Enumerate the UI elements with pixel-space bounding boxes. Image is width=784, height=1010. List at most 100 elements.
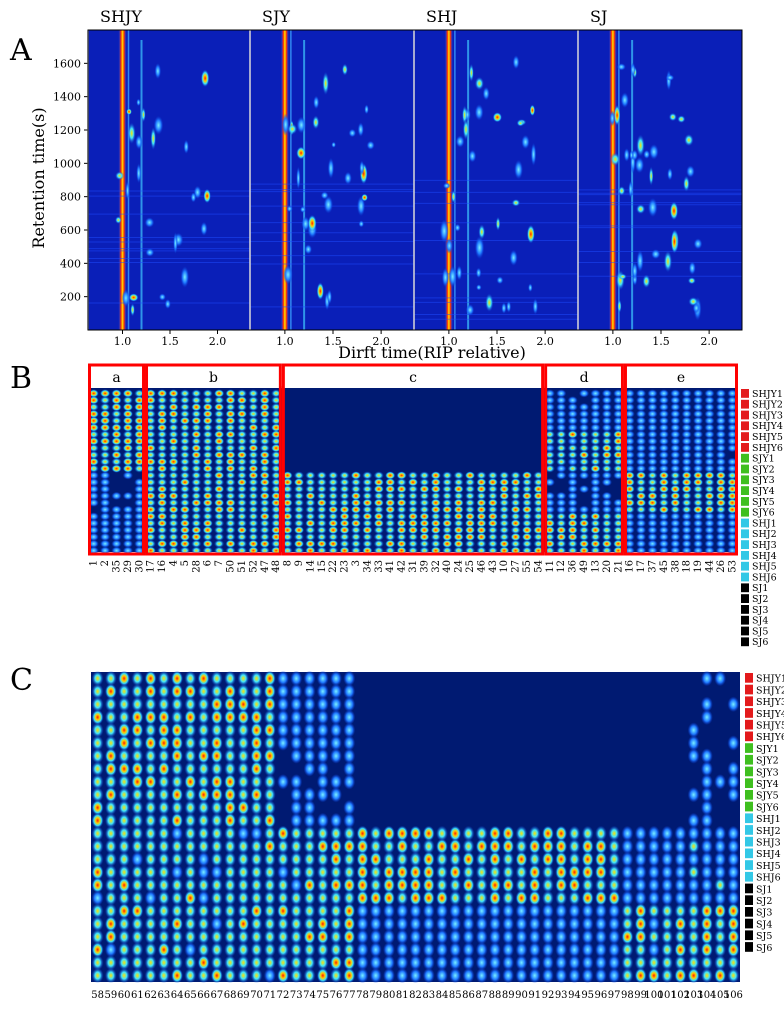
spectrum-peak — [203, 188, 211, 204]
column-label: 17 — [636, 560, 647, 573]
heat-cell — [134, 539, 145, 548]
heat-cell — [225, 402, 236, 412]
heat-cell — [704, 409, 715, 419]
heat-cell — [624, 457, 635, 466]
heat-cell — [305, 512, 316, 521]
heat-cell — [581, 967, 594, 984]
heat-cell — [670, 416, 681, 425]
heat-cell — [704, 389, 715, 398]
heat-cell — [647, 903, 660, 919]
heat-cell — [293, 532, 305, 542]
heat-cell — [521, 519, 533, 528]
spectrum-peak — [296, 146, 306, 160]
heat-cell — [236, 409, 248, 419]
spectrum-peak — [180, 266, 190, 288]
heat-cell — [303, 929, 316, 945]
heat-cell — [250, 683, 263, 700]
heat-cell — [197, 735, 210, 751]
heat-cell — [330, 916, 342, 932]
column-label: 71 — [263, 990, 276, 1001]
heat-cell — [111, 450, 122, 460]
heat-cell — [214, 457, 225, 466]
heat-cell — [727, 696, 740, 713]
heat-cell — [171, 722, 184, 738]
spectrum-peak — [496, 276, 504, 285]
heat-cell — [290, 877, 303, 893]
heat-cell — [541, 916, 554, 932]
heat-cell — [634, 877, 647, 893]
heat-cell — [700, 903, 713, 919]
heat-cell — [156, 437, 168, 446]
heat-cell — [647, 838, 660, 855]
heat-cell — [99, 471, 111, 480]
heat-cell — [343, 761, 356, 777]
legend-label: SJY1 — [756, 744, 779, 755]
heat-cell — [236, 519, 248, 528]
heat-cell — [316, 864, 329, 880]
column-label: 60 — [118, 990, 131, 1001]
heat-cell — [99, 525, 111, 535]
heat-cell — [687, 916, 700, 932]
heat-cell — [91, 812, 104, 829]
heat-cell — [134, 491, 145, 501]
heat-cell — [250, 954, 263, 971]
heat-cell — [396, 484, 407, 494]
spectrum-peak — [286, 205, 293, 213]
heat-cell — [555, 851, 568, 868]
heat-cell — [197, 761, 210, 777]
heat-cell — [145, 484, 156, 494]
spectrum-peak — [462, 118, 470, 140]
heat-cell — [118, 696, 131, 713]
heat-cell — [601, 402, 612, 412]
heat-cell — [475, 929, 488, 945]
heat-cell — [179, 402, 191, 412]
heat-cell — [350, 505, 362, 514]
x-tick-label: 2.0 — [372, 335, 390, 348]
heat-cell — [578, 532, 590, 542]
heat-cell — [118, 890, 131, 906]
heat-cell — [613, 532, 624, 542]
legend-label: SJY3 — [756, 767, 779, 778]
heat-cell — [556, 443, 567, 453]
heat-cell — [88, 519, 99, 528]
spectrum-peak — [610, 152, 621, 166]
legend-label: SJY1 — [752, 454, 775, 465]
column-label: 26 — [716, 560, 727, 573]
heat-cell — [613, 498, 624, 507]
heat-cell — [145, 402, 156, 412]
legend-label: SHJY3 — [756, 697, 784, 708]
heat-cell — [356, 851, 369, 868]
heat-cell — [453, 505, 464, 514]
heat-cell — [601, 457, 612, 466]
legend-label: SJY6 — [752, 508, 775, 519]
heat-cell — [210, 916, 223, 932]
heat-cell — [476, 532, 487, 542]
heat-cell — [197, 941, 210, 958]
heat-cell — [356, 864, 369, 880]
heat-cell — [613, 471, 624, 480]
heat-cell — [271, 402, 282, 412]
heat-cell — [290, 670, 303, 687]
heat-cell — [681, 505, 692, 514]
heat-cell — [236, 532, 248, 542]
heat-cell — [567, 396, 578, 405]
heat-cell — [544, 450, 555, 460]
spectrum-peak — [359, 160, 365, 176]
heat-cell — [658, 402, 670, 412]
heat-cell — [236, 491, 248, 501]
heat-cell — [144, 761, 157, 777]
heat-cell — [727, 941, 740, 958]
heat-cell — [462, 967, 475, 984]
heat-cell — [197, 967, 210, 984]
heat-cell — [692, 484, 704, 494]
heat-cell — [111, 491, 122, 501]
heat-cell — [328, 484, 339, 494]
heat-cell — [328, 512, 339, 521]
heat-cell — [714, 929, 727, 945]
heat-cell — [263, 941, 276, 958]
heat-cell — [567, 505, 578, 514]
spectrum-peak — [451, 190, 456, 204]
heat-cell — [727, 471, 738, 480]
heat-cell — [145, 478, 156, 487]
heat-cell — [237, 903, 250, 919]
